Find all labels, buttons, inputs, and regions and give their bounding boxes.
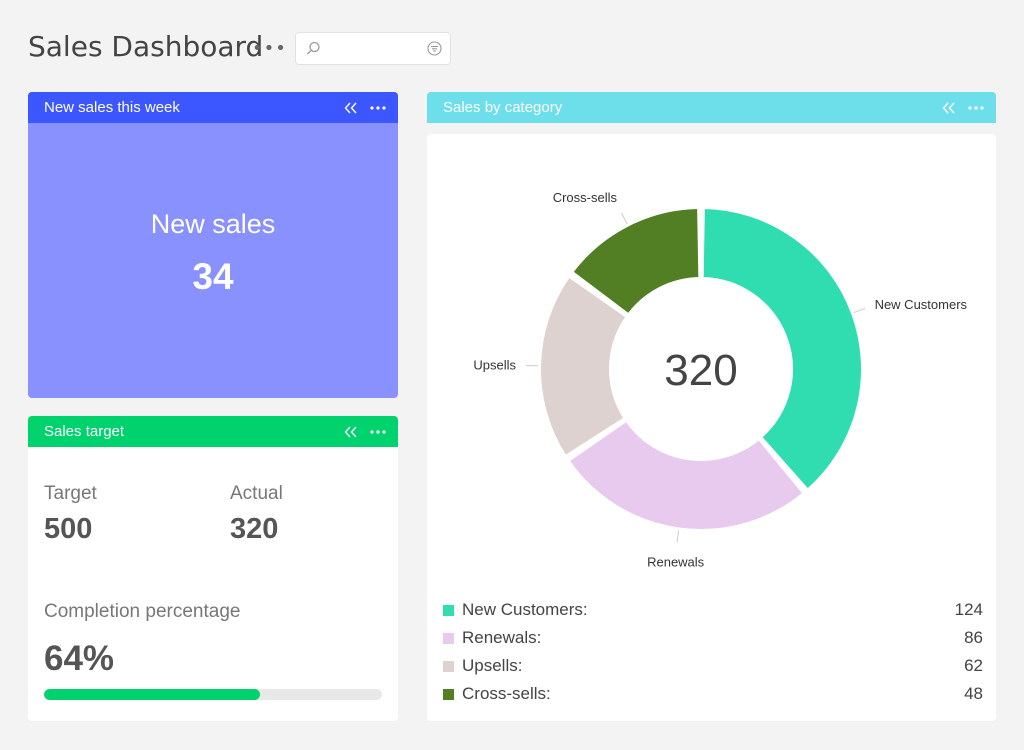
legend-swatch (443, 660, 454, 672)
actual-label: Actual (230, 483, 283, 504)
legend-swatch (443, 632, 454, 644)
widget-title: Sales target (44, 423, 125, 440)
legend-item-renewals[interactable]: Renewals: 86 (443, 624, 983, 652)
widget-header: Sales target (28, 416, 398, 447)
slice-leader-line (676, 530, 680, 543)
legend-label: Renewals: (462, 628, 542, 647)
legend-swatch (443, 688, 454, 700)
donut-slice-upsells[interactable] (539, 275, 628, 458)
donut-chart: New Customers Renewals Upsells Cross-sells 3… (473, 190, 968, 569)
chart-legend: New Customers: 124 Renewals: 86 Upsells: 62 Cr… (443, 596, 983, 708)
legend-swatch (443, 604, 454, 616)
widget-title: New sales this week (44, 99, 180, 116)
target-value: 500 (44, 513, 93, 545)
actual-value: 320 (230, 513, 279, 545)
legend-value: 62 (964, 656, 983, 675)
sales-by-category-widget: Sales by category New Customers Renewals U… (427, 92, 996, 721)
search-input[interactable] (326, 39, 422, 59)
donut-slice-cross-sells[interactable] (571, 207, 701, 316)
slice-label-new-customers: New Customers (875, 297, 968, 312)
completion-value: 64% (44, 639, 115, 678)
donut-slice-renewals[interactable] (567, 419, 805, 531)
slice-leader-line (621, 212, 628, 224)
search-icon (306, 41, 321, 60)
legend-item-upsells[interactable]: Upsells: 62 (443, 652, 983, 680)
page-title: Sales Dashboard (28, 30, 264, 63)
more-horizontal-icon[interactable] (370, 429, 386, 435)
progress-bar (44, 689, 382, 700)
slice-leader-line (853, 307, 866, 314)
sales-target-widget: Sales target Target 500 Actual 320 Compl… (28, 416, 398, 721)
progress-fill (44, 689, 261, 700)
search-box[interactable] (295, 32, 451, 65)
more-horizontal-icon[interactable] (968, 105, 984, 111)
collapse-icon[interactable] (344, 426, 358, 438)
legend-item-new-customers[interactable]: New Customers: 124 (443, 596, 983, 624)
legend-label: New Customers: (462, 600, 588, 619)
collapse-icon[interactable] (942, 102, 956, 114)
widget-title: Sales by category (443, 99, 563, 116)
more-horizontal-icon[interactable] (370, 105, 386, 111)
legend-item-cross-sells[interactable]: Cross-sells: 48 (443, 680, 983, 708)
donut-center-total: 320 (664, 346, 737, 395)
slice-label-cross-sells: Cross-sells (553, 190, 618, 205)
slice-label-renewals: Renewals (647, 554, 705, 569)
legend-value: 86 (964, 628, 983, 647)
target-label: Target (44, 483, 97, 504)
legend-label: Upsells: (462, 656, 523, 675)
widget-header: New sales this week (28, 92, 398, 123)
legend-value: 48 (964, 684, 983, 703)
new-sales-label: New sales (150, 209, 276, 239)
legend-label: Cross-sells: (462, 684, 551, 703)
slice-label-upsells: Upsells (473, 357, 516, 372)
completion-label: Completion percentage (44, 601, 241, 622)
category-chart-card: New Customers Renewals Upsells Cross-sells 3… (427, 134, 996, 721)
new-sales-value: 34 (192, 256, 234, 297)
legend-value: 124 (954, 600, 983, 619)
donut-slice-new-customers[interactable] (701, 207, 863, 491)
widget-header: Sales by category (427, 92, 996, 123)
more-horizontal-icon[interactable]: ••• (252, 38, 287, 59)
new-sales-widget: New sales this week New sales 34 (28, 92, 398, 398)
collapse-icon[interactable] (344, 102, 358, 114)
filter-icon[interactable] (427, 41, 442, 60)
